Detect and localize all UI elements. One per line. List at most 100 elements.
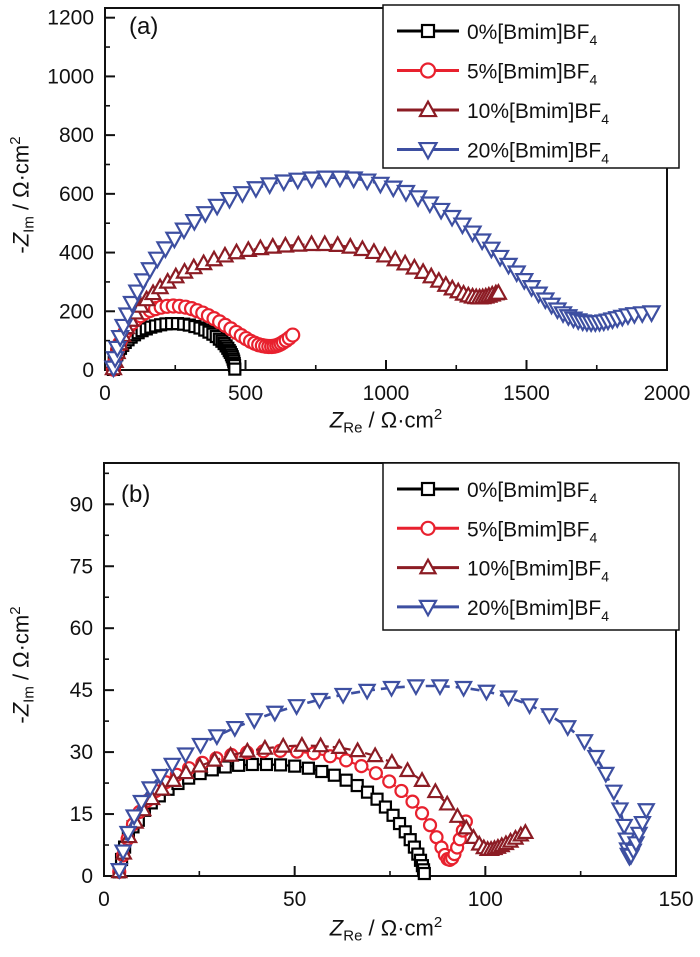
marker-triangle-up xyxy=(457,818,476,835)
marker-triangle-up xyxy=(366,746,384,763)
marker-triangle-down xyxy=(225,720,245,738)
marker-triangle-up xyxy=(418,557,438,575)
marker-circle xyxy=(285,327,301,343)
panel-label-b: (b) xyxy=(121,481,151,508)
marker-triangle-up xyxy=(153,779,171,796)
marker-triangle-down xyxy=(357,683,377,701)
marker-circle xyxy=(368,766,383,781)
marker-triangle-up xyxy=(385,249,405,267)
marker-circle xyxy=(339,753,354,768)
marker-triangle-down xyxy=(357,173,378,192)
marker-triangle-down xyxy=(417,141,439,161)
marker-triangle-down xyxy=(207,729,227,747)
x-tick-label: 2000 xyxy=(644,382,691,405)
x-tick-label: 100 xyxy=(468,888,503,911)
marker-triangle-up xyxy=(256,738,274,755)
x-tick-label: 0 xyxy=(99,382,111,405)
marker-triangle-down xyxy=(162,757,182,775)
marker-triangle-up xyxy=(405,257,424,275)
marker-triangle-down xyxy=(122,295,142,314)
marker-circle xyxy=(394,783,409,799)
marker-triangle-down xyxy=(265,705,285,723)
marker-triangle-down xyxy=(287,172,308,191)
marker-triangle-down xyxy=(301,171,322,190)
marker-square xyxy=(339,773,353,787)
marker-triangle-up xyxy=(276,235,295,253)
marker-triangle-down xyxy=(127,284,148,303)
marker-triangle-down xyxy=(430,679,450,697)
marker-triangle-down xyxy=(406,679,426,697)
marker-triangle-down xyxy=(558,720,578,738)
y-tick-label: 400 xyxy=(59,242,94,265)
marker-triangle-down xyxy=(207,198,227,217)
marker-triangle-down xyxy=(287,699,306,716)
x-tick-label: 1000 xyxy=(363,382,410,405)
y-tick-label: 200 xyxy=(59,300,94,323)
marker-square xyxy=(350,778,364,793)
marker-triangle-down xyxy=(174,222,194,241)
legend-label: 0%[Bmim]BF4 xyxy=(467,21,598,48)
marker-triangle-up xyxy=(221,745,240,762)
marker-triangle-down xyxy=(140,781,160,799)
marker-triangle-down xyxy=(259,177,280,196)
y-tick-label: 45 xyxy=(70,679,93,702)
series-line xyxy=(118,744,526,873)
marker-square xyxy=(315,764,329,779)
marker-square xyxy=(245,757,259,772)
marker-triangle-down xyxy=(333,687,353,705)
marker-triangle-up xyxy=(375,245,395,263)
marker-square xyxy=(417,866,431,881)
legend-label: 20%[Bmim]BF4 xyxy=(467,140,609,167)
y-tick-label: 0 xyxy=(81,865,93,888)
legend: 0%[Bmim]BF4 5%[Bmim]BF4 10%[Bmim]BF4 20%[Bm… xyxy=(382,462,680,631)
marker-square xyxy=(301,761,315,775)
marker-triangle-down xyxy=(454,680,473,698)
marker-triangle-down xyxy=(244,713,264,730)
marker-triangle-down xyxy=(164,231,185,250)
marker-triangle-up xyxy=(328,235,348,252)
marker-square xyxy=(370,792,384,806)
marker-triangle-up xyxy=(330,737,349,754)
marker-triangle-up xyxy=(413,771,431,787)
marker-triangle-down xyxy=(132,794,151,812)
legend-label: 0%[Bmim]BF4 xyxy=(467,479,598,506)
marker-circle xyxy=(419,62,437,79)
marker-triangle-down xyxy=(540,708,559,726)
marker-triangle-up xyxy=(274,736,293,753)
marker-triangle-up xyxy=(438,794,457,811)
marker-triangle-down xyxy=(246,181,266,199)
legend-label: 5%[Bmim]BF4 xyxy=(467,61,598,88)
x-axis-title-a: ZRe / Ω·cm2 xyxy=(329,406,443,437)
marker-triangle-down xyxy=(219,191,240,210)
marker-triangle-up xyxy=(164,771,183,787)
panel-label-a: (a) xyxy=(129,13,159,40)
marker-triangle-down xyxy=(477,684,496,702)
y-tick-label: 1000 xyxy=(47,65,94,88)
marker-triangle-up xyxy=(448,806,467,823)
marker-triangle-down xyxy=(133,273,154,292)
marker-circle xyxy=(422,818,438,833)
x-tick-label: 0 xyxy=(98,888,110,911)
marker-triangle-down xyxy=(310,692,329,710)
marker-triangle-down xyxy=(118,825,138,843)
legend-label: 10%[Bmim]BF4 xyxy=(467,100,609,127)
marker-square xyxy=(288,759,302,773)
y-tick-label: 800 xyxy=(59,124,94,147)
y-axis-title-a: -ZIm / Ω·cm2 xyxy=(7,136,38,254)
marker-triangle-down xyxy=(176,747,195,765)
marker-triangle-up xyxy=(302,234,321,252)
marker-triangle-down xyxy=(273,174,294,193)
y-tick-label: 15 xyxy=(70,803,93,826)
marker-square xyxy=(327,768,341,782)
marker-triangle-up xyxy=(251,238,270,256)
y-tick-label: 0 xyxy=(82,359,94,382)
marker-circle xyxy=(420,520,436,536)
y-tick-label: 90 xyxy=(70,493,93,516)
marker-triangle-down xyxy=(382,680,401,698)
legend: 0%[Bmim]BF4 5%[Bmim]BF4 10%[Bmim]BF4 20%[Bm… xyxy=(382,4,680,169)
y-tick-label: 75 xyxy=(70,555,93,578)
marker-triangle-down xyxy=(633,815,652,833)
marker-triangle-up xyxy=(190,756,209,773)
